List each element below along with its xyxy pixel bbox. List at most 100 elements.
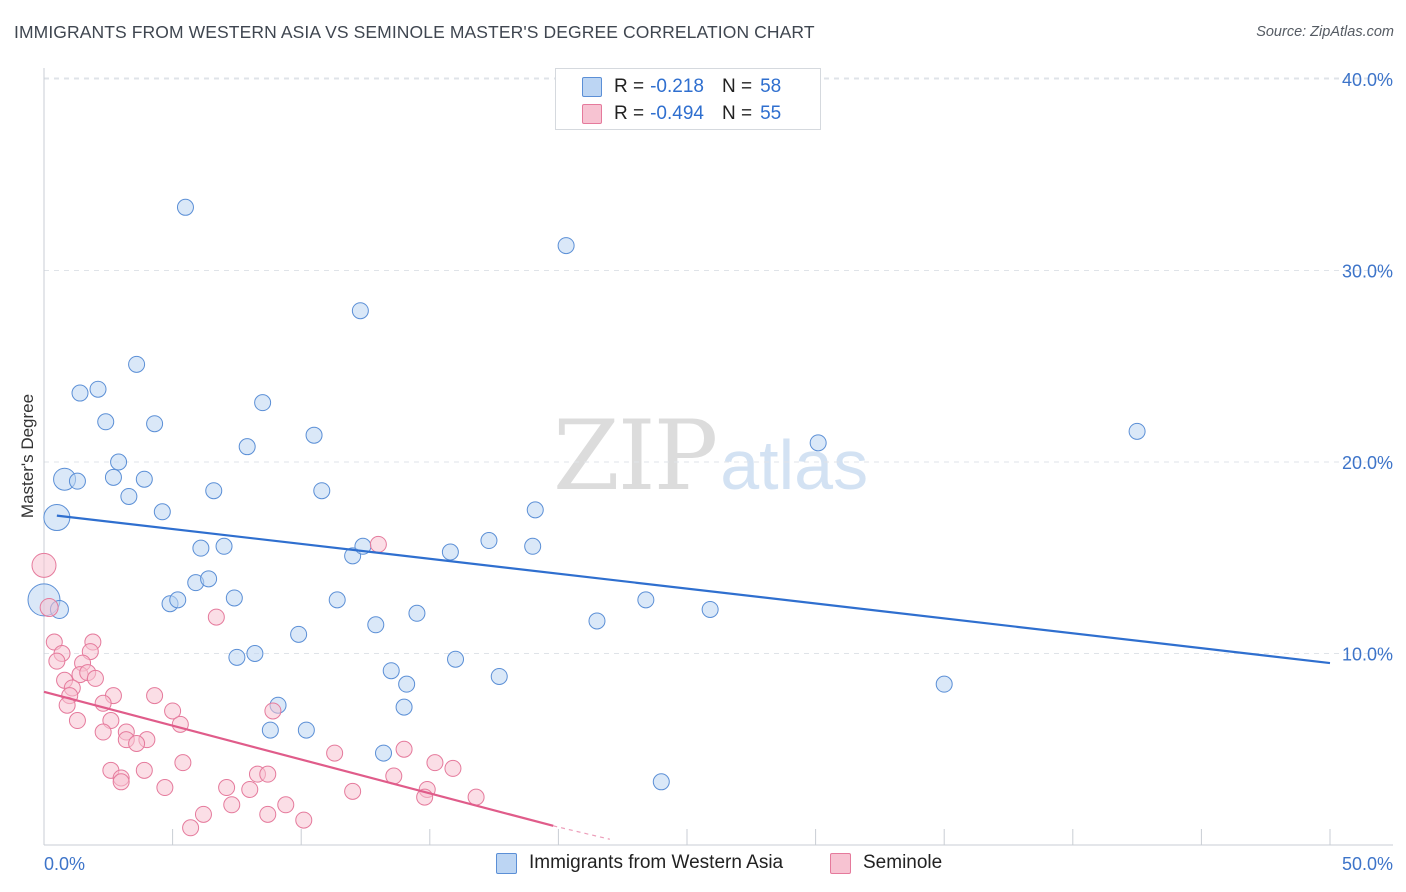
data-points [27,198,1146,837]
point-western-asia [305,426,323,444]
trend-lines [43,514,1331,840]
point-western-asia [351,302,369,320]
x-tick-label: 0.0% [44,854,85,874]
point-western-asia [490,667,508,685]
point-western-asia [447,650,465,668]
legend-swatch-pink [582,104,602,124]
trend-line-seminole-extension [553,825,610,840]
point-seminole [39,598,59,618]
point-western-asia [367,616,385,634]
chart-title: IMMIGRANTS FROM WESTERN ASIA VS SEMINOLE… [14,22,815,42]
point-western-asia [228,648,246,666]
series-legend-item-pink: Seminole [830,852,942,874]
axes [43,68,1393,846]
point-seminole [467,788,485,806]
point-seminole [277,796,295,814]
point-seminole [182,819,200,837]
series-legend-item-blue: Immigrants from Western Asia [496,852,783,874]
point-seminole [48,652,66,670]
point-western-asia [169,591,187,609]
point-western-asia [375,744,393,762]
legend-row-pink: R = -0.494 N = 55 [582,102,781,126]
legend-n-label: N = [721,76,753,97]
y-tick-label: 20.0% [1342,453,1393,473]
point-western-asia [153,503,171,521]
trend-line-seminole [43,690,554,827]
point-seminole [68,712,86,730]
point-western-asia [935,675,953,693]
point-seminole [344,782,362,800]
legend-row-blue: R = -0.218 N = 58 [582,75,781,99]
point-seminole [395,740,413,758]
tick-labels: 10.0% 20.0% 30.0% 40.0% 0.0% 50.0% [44,70,1393,874]
point-western-asia [89,380,107,398]
point-seminole [164,702,182,720]
point-western-asia [254,394,272,412]
point-seminole [369,535,387,553]
point-seminole [264,702,282,720]
y-axis-label: Master's Degree [18,393,37,519]
point-western-asia [408,604,426,622]
point-seminole [326,744,344,762]
legend-n-label: N = [721,103,753,124]
point-seminole [94,723,112,741]
legend-r-value: -0.218 [650,76,704,97]
point-western-asia [809,434,827,452]
point-western-asia [120,487,138,505]
point-western-asia [200,570,218,588]
point-seminole [218,779,236,797]
correlation-legend: R = -0.218 N = 58 R = -0.494 N = 55 [555,68,821,130]
series-legend-label: Immigrants from Western Asia [529,852,784,873]
point-western-asia [588,612,606,630]
point-western-asia [1128,422,1146,440]
point-seminole [194,805,212,823]
legend-r-label: R = [614,76,645,97]
point-western-asia [215,537,233,555]
point-western-asia [480,532,498,550]
point-seminole [86,669,104,687]
legend-swatch-blue [582,77,602,97]
y-tick-label: 40.0% [1342,70,1393,90]
point-western-asia [398,675,416,693]
series-legend-label: Seminole [863,852,943,873]
point-western-asia [71,384,89,402]
grid-lines [44,77,1393,654]
point-western-asia [652,773,670,791]
series-swatch-pink [830,852,851,874]
point-western-asia [441,543,459,561]
source-label: Source: ZipAtlas.com [1256,24,1394,40]
legend-n-value: 55 [760,103,782,124]
point-western-asia [526,501,544,519]
point-western-asia [395,698,413,716]
legend-n-value: 58 [760,76,782,97]
point-western-asia [192,539,210,557]
point-seminole [174,754,192,772]
y-tick-label: 30.0% [1342,262,1393,282]
point-western-asia [524,537,542,555]
legend-r-label: R = [614,103,645,124]
point-seminole [259,805,277,823]
point-western-asia [146,415,164,433]
point-western-asia [205,482,223,500]
point-western-asia [135,470,153,488]
point-western-asia [225,589,243,607]
point-seminole [112,773,130,791]
point-western-asia [104,468,122,486]
point-seminole [156,779,174,797]
point-western-asia [313,482,331,500]
point-seminole [223,796,241,814]
point-western-asia [701,600,719,618]
point-seminole [207,608,225,626]
point-western-asia [238,438,256,456]
x-tick-label: 50.0% [1342,854,1393,874]
point-seminole [241,780,259,798]
y-tick-label: 10.0% [1342,645,1393,665]
point-western-asia [110,453,128,471]
series-swatch-blue [496,852,517,874]
point-western-asia [246,645,264,662]
point-western-asia [557,237,575,255]
point-western-asia [128,355,146,373]
point-seminole [259,765,277,783]
point-seminole [128,735,146,753]
